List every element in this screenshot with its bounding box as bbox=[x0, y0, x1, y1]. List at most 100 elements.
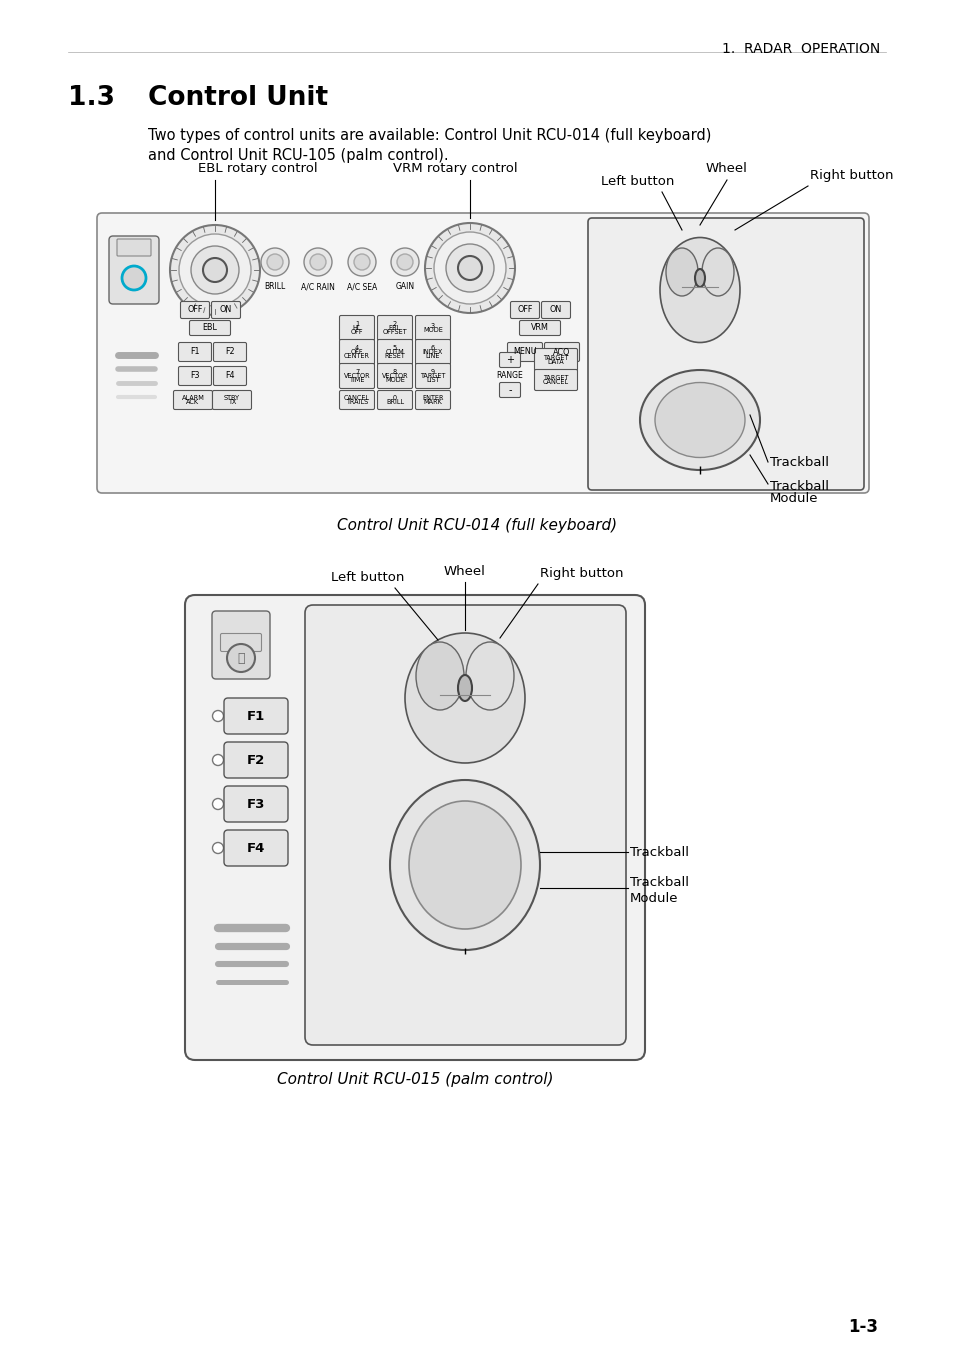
Text: F3: F3 bbox=[190, 371, 199, 381]
Circle shape bbox=[191, 246, 239, 294]
Text: OFF: OFF bbox=[517, 305, 532, 315]
Ellipse shape bbox=[639, 370, 760, 470]
Text: 4: 4 bbox=[355, 344, 358, 351]
Text: 6: 6 bbox=[431, 344, 435, 351]
Circle shape bbox=[213, 755, 223, 765]
Ellipse shape bbox=[416, 643, 463, 710]
FancyBboxPatch shape bbox=[377, 390, 412, 409]
Text: BRILL: BRILL bbox=[386, 400, 404, 405]
FancyBboxPatch shape bbox=[224, 786, 288, 822]
FancyBboxPatch shape bbox=[339, 316, 375, 340]
FancyBboxPatch shape bbox=[499, 382, 520, 397]
FancyBboxPatch shape bbox=[109, 236, 159, 304]
Text: MODE: MODE bbox=[385, 378, 404, 383]
Text: VRM: VRM bbox=[531, 324, 548, 332]
FancyBboxPatch shape bbox=[213, 390, 252, 409]
FancyBboxPatch shape bbox=[499, 352, 520, 367]
FancyBboxPatch shape bbox=[178, 366, 212, 386]
FancyBboxPatch shape bbox=[510, 301, 539, 319]
FancyBboxPatch shape bbox=[117, 239, 151, 256]
Text: Right button: Right button bbox=[539, 567, 623, 580]
Text: CENTER: CENTER bbox=[344, 354, 370, 359]
FancyBboxPatch shape bbox=[416, 316, 450, 340]
Text: 7: 7 bbox=[355, 369, 358, 374]
Circle shape bbox=[348, 248, 375, 275]
Circle shape bbox=[170, 225, 260, 315]
FancyBboxPatch shape bbox=[534, 370, 577, 390]
Text: ENTER: ENTER bbox=[422, 394, 443, 401]
Circle shape bbox=[391, 248, 418, 275]
FancyBboxPatch shape bbox=[339, 363, 375, 389]
FancyBboxPatch shape bbox=[185, 595, 644, 1060]
FancyBboxPatch shape bbox=[377, 363, 412, 389]
Text: INDEX: INDEX bbox=[422, 350, 443, 355]
Text: OFF: OFF bbox=[351, 329, 363, 335]
Text: Wheel: Wheel bbox=[443, 566, 485, 578]
Circle shape bbox=[434, 232, 505, 304]
Text: BRILL: BRILL bbox=[264, 282, 285, 292]
FancyBboxPatch shape bbox=[224, 698, 288, 734]
Ellipse shape bbox=[465, 643, 514, 710]
Circle shape bbox=[304, 248, 332, 275]
Text: Control Unit RCU-014 (full keyboard): Control Unit RCU-014 (full keyboard) bbox=[336, 518, 617, 533]
FancyBboxPatch shape bbox=[212, 612, 270, 679]
Text: Control Unit: Control Unit bbox=[148, 85, 328, 111]
Circle shape bbox=[354, 254, 370, 270]
Circle shape bbox=[424, 223, 515, 313]
Circle shape bbox=[267, 254, 283, 270]
Circle shape bbox=[213, 842, 223, 853]
FancyBboxPatch shape bbox=[220, 633, 261, 652]
Text: 9: 9 bbox=[431, 369, 435, 374]
FancyBboxPatch shape bbox=[180, 301, 210, 319]
Text: 1-3: 1-3 bbox=[847, 1318, 877, 1336]
Text: F4: F4 bbox=[225, 371, 234, 381]
Text: OFF: OFF bbox=[351, 350, 363, 355]
Ellipse shape bbox=[659, 238, 740, 343]
Circle shape bbox=[310, 254, 326, 270]
FancyBboxPatch shape bbox=[534, 348, 577, 371]
Text: F2: F2 bbox=[225, 347, 234, 356]
Text: ACQ: ACQ bbox=[553, 347, 570, 356]
Text: ⏻: ⏻ bbox=[237, 652, 245, 664]
Text: 1.3: 1.3 bbox=[68, 85, 115, 111]
Text: VECTOR: VECTOR bbox=[381, 373, 408, 379]
Ellipse shape bbox=[655, 382, 744, 458]
Circle shape bbox=[446, 244, 494, 292]
Text: -: - bbox=[508, 385, 511, 396]
Text: OFFSET: OFFSET bbox=[382, 329, 407, 335]
Text: ALARM: ALARM bbox=[181, 394, 204, 401]
Text: TARGET: TARGET bbox=[420, 373, 445, 379]
FancyBboxPatch shape bbox=[416, 363, 450, 389]
FancyBboxPatch shape bbox=[507, 343, 542, 362]
FancyBboxPatch shape bbox=[416, 390, 450, 409]
Text: Right button: Right button bbox=[809, 169, 893, 182]
Text: Module: Module bbox=[769, 491, 818, 505]
Text: +: + bbox=[505, 355, 514, 364]
Text: ACK: ACK bbox=[186, 400, 199, 405]
FancyBboxPatch shape bbox=[587, 217, 863, 490]
FancyBboxPatch shape bbox=[544, 343, 578, 362]
Text: DATA: DATA bbox=[547, 359, 564, 366]
FancyBboxPatch shape bbox=[97, 213, 868, 493]
Text: RESET: RESET bbox=[384, 354, 405, 359]
FancyBboxPatch shape bbox=[339, 390, 375, 409]
Circle shape bbox=[213, 798, 223, 810]
FancyBboxPatch shape bbox=[339, 339, 375, 365]
FancyBboxPatch shape bbox=[416, 339, 450, 365]
Text: MODE: MODE bbox=[422, 327, 442, 333]
Text: CANCEL: CANCEL bbox=[542, 379, 569, 385]
Text: EBL: EBL bbox=[202, 324, 217, 332]
Text: Left button: Left button bbox=[331, 571, 404, 585]
Ellipse shape bbox=[695, 269, 704, 288]
Text: ON: ON bbox=[549, 305, 561, 315]
FancyBboxPatch shape bbox=[224, 830, 288, 865]
FancyBboxPatch shape bbox=[519, 320, 560, 336]
FancyBboxPatch shape bbox=[305, 605, 625, 1045]
Circle shape bbox=[213, 710, 223, 721]
Text: OFF: OFF bbox=[187, 305, 202, 315]
Text: TRAILS: TRAILS bbox=[346, 400, 368, 405]
FancyBboxPatch shape bbox=[212, 301, 240, 319]
Text: HL: HL bbox=[353, 325, 361, 331]
Text: 0: 0 bbox=[393, 394, 396, 401]
Text: VECTOR: VECTOR bbox=[343, 373, 370, 379]
